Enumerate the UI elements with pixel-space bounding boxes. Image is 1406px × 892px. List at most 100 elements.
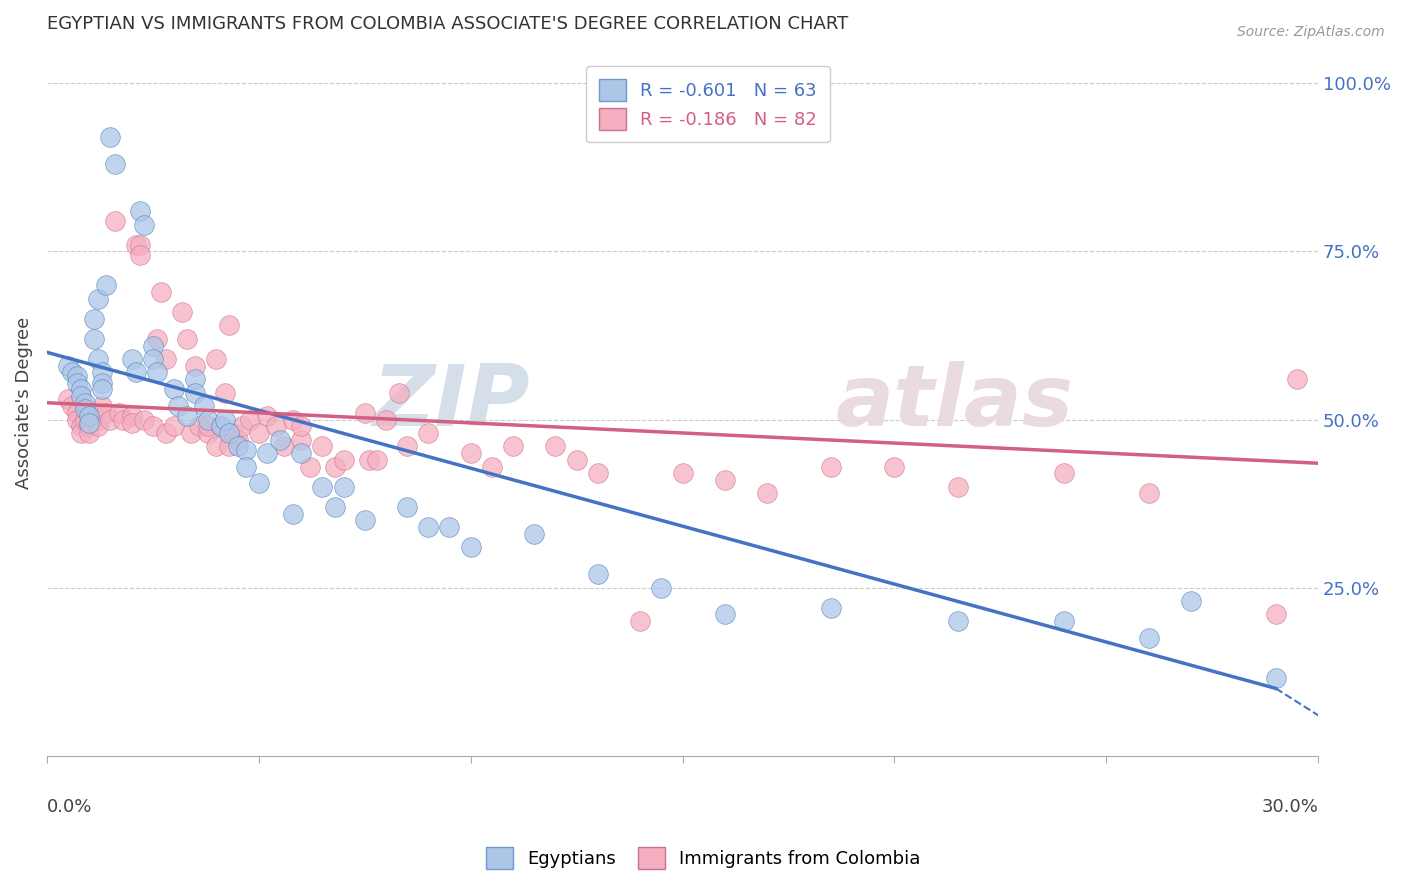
Point (205, 439, 228, 453)
Point (565, 453, 588, 467)
Point (87, 352, 110, 367)
Point (214, 412, 236, 426)
Point (1264, 671, 1286, 685)
Point (104, 157, 127, 171)
Point (129, 204, 152, 219)
Point (209, 419, 232, 434)
Point (247, 425, 270, 440)
Point (121, 352, 143, 367)
Point (256, 446, 278, 460)
Point (273, 439, 295, 453)
Point (460, 446, 482, 460)
Point (77, 416, 100, 430)
Point (1053, 467, 1076, 481)
Point (714, 473, 737, 487)
Point (586, 567, 609, 582)
Point (323, 459, 346, 474)
Point (353, 406, 375, 420)
Point (290, 419, 312, 434)
Point (188, 419, 211, 434)
Point (311, 439, 333, 453)
Point (290, 433, 312, 447)
Point (96, 406, 118, 420)
Point (418, 520, 440, 534)
Point (134, 412, 156, 426)
Point (218, 439, 240, 453)
Text: 0.0%: 0.0% (46, 798, 93, 816)
Point (142, 419, 165, 434)
Point (269, 433, 291, 447)
Text: EGYPTIAN VS IMMIGRANTS FROM COLOMBIA ASSOCIATE'S DEGREE CORRELATION CHART: EGYPTIAN VS IMMIGRANTS FROM COLOMBIA ASS… (46, 15, 848, 33)
Point (184, 385, 207, 400)
Point (83, 332, 105, 346)
Point (69, 382, 91, 396)
Point (357, 453, 380, 467)
Point (396, 439, 419, 453)
Point (163, 382, 186, 396)
Point (226, 439, 249, 453)
Point (77, 425, 100, 440)
Point (108, 406, 131, 420)
Point (366, 453, 388, 467)
Point (197, 419, 219, 434)
Point (142, 352, 165, 367)
Point (83, 406, 105, 420)
Legend: Egyptians, Immigrants from Colombia: Egyptians, Immigrants from Colombia (477, 838, 929, 879)
Point (125, 237, 148, 252)
Point (1285, 372, 1308, 386)
Point (418, 425, 440, 440)
Point (65, 368, 87, 383)
Point (155, 352, 177, 367)
Point (65, 412, 87, 426)
Point (205, 352, 228, 367)
Point (129, 248, 152, 262)
Point (96, 278, 118, 293)
Point (112, 412, 135, 426)
Point (142, 338, 165, 352)
Point (231, 419, 253, 434)
Point (125, 366, 148, 380)
Point (167, 399, 190, 413)
Point (77, 409, 100, 424)
Text: 30.0%: 30.0% (1261, 798, 1319, 816)
Point (756, 486, 779, 500)
Point (714, 607, 737, 622)
Point (586, 467, 609, 481)
Point (1180, 594, 1202, 608)
Point (121, 416, 143, 430)
Point (69, 419, 91, 434)
Point (628, 614, 651, 628)
Point (256, 409, 278, 424)
Point (83, 311, 105, 326)
Point (946, 614, 969, 628)
Y-axis label: Associate's Degree: Associate's Degree (15, 317, 32, 489)
Point (163, 419, 186, 434)
Point (56, 392, 79, 407)
Point (77, 419, 100, 434)
Point (69, 425, 91, 440)
Point (281, 507, 304, 521)
Point (298, 459, 321, 474)
Point (91, 376, 114, 390)
Point (222, 425, 245, 440)
Point (388, 385, 411, 400)
Point (239, 412, 262, 426)
Point (104, 214, 127, 228)
Point (100, 412, 122, 426)
Point (129, 237, 152, 252)
Point (60, 399, 83, 413)
Point (1137, 631, 1160, 645)
Point (323, 500, 346, 514)
Point (172, 305, 194, 319)
Text: ZIP: ZIP (373, 361, 530, 444)
Point (226, 433, 249, 447)
Point (121, 409, 143, 424)
Point (180, 425, 202, 440)
Point (460, 540, 482, 554)
Point (193, 399, 215, 413)
Point (820, 459, 842, 474)
Point (1053, 614, 1076, 628)
Point (56, 359, 79, 373)
Point (155, 425, 177, 440)
Point (235, 442, 257, 457)
